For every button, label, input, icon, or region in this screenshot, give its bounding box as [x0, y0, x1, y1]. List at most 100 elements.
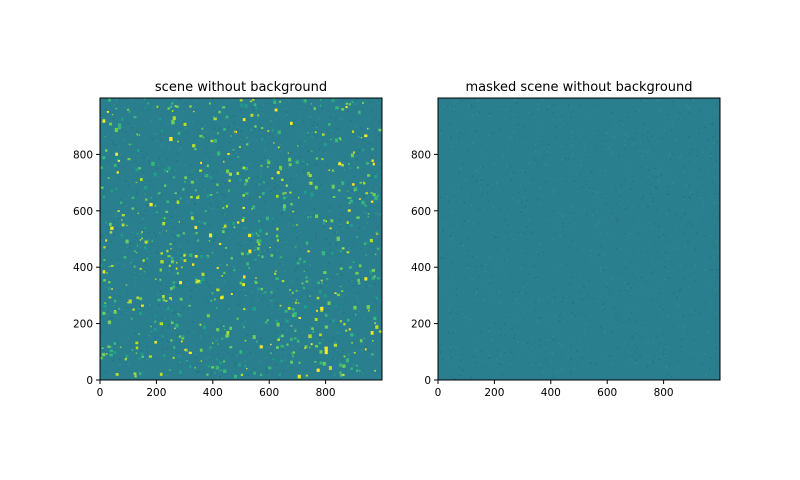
noise-pixel — [583, 333, 586, 335]
noise-pixel — [552, 119, 555, 121]
noise-pixel — [479, 180, 482, 183]
noise-pixel — [607, 132, 609, 135]
noise-pixel — [213, 110, 216, 113]
noise-pixel — [670, 375, 673, 378]
bright-spot — [212, 116, 215, 118]
noise-pixel — [612, 330, 614, 333]
bright-spot — [275, 319, 279, 323]
bright-spot — [363, 242, 367, 246]
noise-pixel — [486, 192, 489, 195]
noise-pixel — [127, 194, 130, 197]
noise-pixel — [180, 119, 182, 122]
bright-spot — [176, 252, 179, 254]
noise-pixel — [126, 289, 129, 292]
noise-pixel — [166, 158, 169, 161]
bright-spot — [157, 298, 161, 302]
noise-pixel — [336, 349, 338, 351]
noise-pixel — [670, 129, 673, 131]
noise-pixel — [624, 266, 627, 269]
bright-spot — [109, 231, 113, 234]
noise-pixel — [612, 325, 615, 327]
bright-spot — [133, 265, 136, 268]
noise-pixel — [320, 157, 322, 160]
bright-spot — [378, 128, 382, 132]
noise-pixel — [539, 243, 541, 245]
bright-spot — [264, 291, 267, 294]
bright-spot — [126, 108, 130, 111]
bright-spot — [319, 290, 322, 294]
noise-pixel — [271, 244, 273, 246]
noise-pixel — [158, 304, 160, 306]
noise-pixel — [144, 311, 147, 314]
noise-pixel — [129, 370, 132, 373]
bright-spot — [304, 305, 308, 309]
noise-pixel — [710, 153, 713, 155]
bright-spot — [242, 194, 245, 197]
noise-pixel — [156, 252, 158, 255]
bright-spot — [146, 239, 150, 243]
noise-pixel — [246, 300, 249, 303]
noise-pixel — [180, 327, 182, 329]
noise-pixel — [161, 344, 164, 346]
bright-spot — [350, 196, 352, 200]
bright-spot — [346, 251, 350, 254]
noise-pixel — [562, 111, 564, 113]
bright-spot — [252, 205, 256, 209]
noise-pixel — [480, 179, 482, 181]
bright-spot — [168, 264, 171, 267]
noise-pixel — [683, 197, 685, 199]
bright-spot — [113, 310, 117, 314]
noise-pixel — [178, 130, 181, 133]
bright-spot — [115, 107, 117, 110]
noise-pixel — [123, 356, 126, 359]
bright-spot — [237, 221, 240, 224]
bright-spot — [114, 128, 118, 133]
noise-pixel — [282, 241, 284, 244]
noise-pixel — [342, 350, 345, 353]
noise-pixel — [514, 334, 517, 337]
noise-pixel — [220, 308, 223, 311]
bright-spot — [256, 247, 260, 251]
bright-spot — [345, 102, 349, 105]
bright-spot — [239, 99, 243, 102]
bright-spot — [131, 207, 135, 210]
noise-pixel — [641, 134, 644, 137]
bright-spot — [331, 169, 335, 172]
bright-spot — [104, 221, 107, 224]
bright-spot — [204, 173, 207, 176]
bright-spot — [307, 216, 309, 219]
noise-pixel — [642, 195, 645, 197]
noise-pixel — [441, 216, 444, 218]
noise-pixel — [694, 280, 697, 283]
noise-pixel — [642, 123, 645, 125]
noise-pixel — [237, 243, 239, 245]
bright-spot — [303, 270, 305, 272]
noise-pixel — [150, 323, 153, 326]
bright-spot — [378, 330, 382, 333]
noise-pixel — [359, 247, 362, 250]
noise-pixel — [713, 364, 716, 367]
bright-spot — [234, 374, 238, 379]
bright-spot — [209, 102, 211, 105]
noise-pixel — [532, 178, 534, 180]
bright-spot — [121, 214, 125, 217]
noise-pixel — [450, 311, 452, 314]
bright-spot — [335, 231, 338, 233]
bright-spot — [277, 146, 280, 149]
noise-pixel — [107, 167, 109, 169]
bright-spot — [374, 196, 378, 201]
noise-pixel — [443, 105, 445, 108]
noise-pixel — [304, 325, 307, 328]
noise-pixel — [338, 205, 341, 208]
noise-pixel — [628, 358, 631, 361]
noise-pixel — [137, 155, 140, 158]
noise-pixel — [553, 377, 555, 379]
noise-pixel — [506, 165, 509, 167]
noise-pixel — [308, 170, 311, 173]
bright-spot — [232, 222, 236, 226]
bright-spot — [141, 237, 144, 240]
noise-pixel — [200, 334, 202, 337]
noise-pixel — [664, 351, 666, 354]
bright-spot — [320, 279, 323, 282]
bright-spot — [141, 355, 144, 358]
